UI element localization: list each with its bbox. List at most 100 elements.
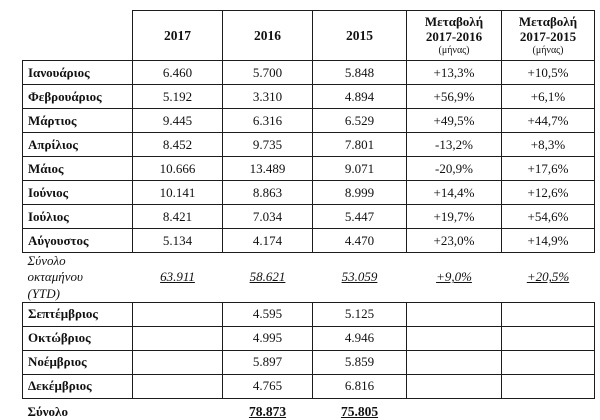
- change-2017-2016: +49,5%: [406, 108, 502, 133]
- total-2017-empty: [132, 398, 223, 420]
- change-2017-2015: +14,9%: [501, 228, 595, 253]
- change-2017-2016: -13,2%: [406, 132, 502, 157]
- table-row-may: Μάιος 10.666 13.489 9.071 -20,9% +17,6%: [22, 156, 595, 181]
- total-label: Σύνολο: [22, 398, 133, 420]
- value-2015: 9.071: [312, 156, 407, 181]
- value-2017: 6.460: [132, 60, 223, 85]
- table-row-february: Φεβρουάριος 5.192 3.310 4.894 +56,9% +6,…: [22, 84, 595, 109]
- month-label: Ιούλιος: [22, 204, 133, 229]
- value-2015: 4.946: [312, 325, 407, 351]
- header-row: 2017 2016 2015 Μεταβολή 2017-2016 (μήνας)…: [22, 10, 595, 61]
- total-2015: 75.805: [312, 398, 407, 420]
- month-label: Δεκέμβριος: [22, 373, 133, 399]
- change-2017-2015-empty: [501, 325, 595, 351]
- value-2016: 4.765: [222, 373, 313, 399]
- change-2017-2015: +54,6%: [501, 204, 595, 229]
- ytd-change-2017-2016: +9,0%: [406, 252, 502, 303]
- month-label: Ιούνιος: [22, 180, 133, 205]
- value-2015: 5.859: [312, 349, 407, 375]
- corner-cell: [22, 10, 133, 61]
- value-2016: 6.316: [222, 108, 313, 133]
- grand-total-row: Σύνολο 78.873 75.805: [22, 398, 595, 420]
- change-2017-2016-empty: [406, 373, 502, 399]
- month-label: Σεπτέμβριος: [22, 301, 133, 327]
- month-label: Απρίλιος: [22, 132, 133, 157]
- table-row-june: Ιούνιος 10.141 8.863 8.999 +14,4% +12,6%: [22, 180, 595, 205]
- value-2015: 5.447: [312, 204, 407, 229]
- table-row-august: Αύγουστος 5.134 4.174 4.470 +23,0% +14,9…: [22, 228, 595, 253]
- value-2016: 4.995: [222, 325, 313, 351]
- monthly-values-table: 2017 2016 2015 Μεταβολή 2017-2016 (μήνας)…: [22, 10, 595, 420]
- value-2016: 3.310: [222, 84, 313, 109]
- value-2017-empty: [132, 301, 223, 327]
- month-label: Ιανουάριος: [22, 60, 133, 85]
- change-2017-2016: -20,9%: [406, 156, 502, 181]
- total-2016: 78.873: [222, 398, 313, 420]
- value-2017: 8.452: [132, 132, 223, 157]
- table-row-november: Νοέμβριος 5.897 5.859: [22, 349, 595, 375]
- change-2017-2015: +10,5%: [501, 60, 595, 85]
- change-2017-2016: +23,0%: [406, 228, 502, 253]
- value-2017: 5.134: [132, 228, 223, 253]
- table-row-september: Σεπτέμβριος 4.595 5.125: [22, 301, 595, 327]
- value-2016: 8.863: [222, 180, 313, 205]
- value-2017-empty: [132, 325, 223, 351]
- change-2017-2016-empty: [406, 349, 502, 375]
- month-label: Αύγουστος: [22, 228, 133, 253]
- value-2015: 6.529: [312, 108, 407, 133]
- value-2016: 5.700: [222, 60, 313, 85]
- value-2016: 4.595: [222, 301, 313, 327]
- month-label: Μάιος: [22, 156, 133, 181]
- change-header-title: Μεταβολή 2017-2015: [518, 13, 578, 44]
- value-2015: 6.816: [312, 373, 407, 399]
- month-label: Φεβρουάριος: [22, 84, 133, 109]
- value-2015: 4.470: [312, 228, 407, 253]
- change-2017-2015: +8,3%: [501, 132, 595, 157]
- value-2017-empty: [132, 373, 223, 399]
- ytd-summary-row: Σύνολο οκταμήνου (YTD) 63.911 58.621 53.…: [22, 252, 595, 303]
- value-2015: 8.999: [312, 180, 407, 205]
- value-2015: 4.894: [312, 84, 407, 109]
- col-header-2016: 2016: [222, 10, 313, 61]
- change-2017-2016-empty: [406, 325, 502, 351]
- ytd-value-2016: 58.621: [222, 252, 313, 303]
- change-2017-2015: +6,1%: [501, 84, 595, 109]
- change-2017-2015-empty: [501, 373, 595, 399]
- change-2017-2015: +44,7%: [501, 108, 595, 133]
- value-2016: 7.034: [222, 204, 313, 229]
- change-2017-2015: +12,6%: [501, 180, 595, 205]
- change-2017-2015-empty: [501, 301, 595, 327]
- change-header-unit: (μήνας): [438, 45, 470, 57]
- value-2016: 9.735: [222, 132, 313, 157]
- value-2015: 5.125: [312, 301, 407, 327]
- value-2017-empty: [132, 349, 223, 375]
- month-label: Οκτώβριος: [22, 325, 133, 351]
- change-2017-2016-empty: [406, 301, 502, 327]
- value-2017: 5.192: [132, 84, 223, 109]
- table-row-march: Μάρτιος 9.445 6.316 6.529 +49,5% +44,7%: [22, 108, 595, 133]
- table-row-april: Απρίλιος 8.452 9.735 7.801 -13,2% +8,3%: [22, 132, 595, 157]
- ytd-value-2015: 53.059: [312, 252, 407, 303]
- change-2017-2015: +17,6%: [501, 156, 595, 181]
- value-2016: 13.489: [222, 156, 313, 181]
- col-header-change-2017-2016: Μεταβολή 2017-2016 (μήνας): [406, 10, 502, 61]
- table-row-december: Δεκέμβριος 4.765 6.816: [22, 373, 595, 399]
- value-2016: 4.174: [222, 228, 313, 253]
- col-header-change-2017-2015: Μεταβολή 2017-2015 (μήνας): [501, 10, 595, 61]
- change-header-unit: (μήνας): [532, 45, 564, 57]
- value-2015: 7.801: [312, 132, 407, 157]
- col-header-2015: 2015: [312, 10, 407, 61]
- table-row-october: Οκτώβριος 4.995 4.946: [22, 325, 595, 351]
- month-label: Μάρτιος: [22, 108, 133, 133]
- total-change-1-empty: [406, 398, 502, 420]
- value-2017: 8.421: [132, 204, 223, 229]
- month-label: Νοέμβριος: [22, 349, 133, 375]
- value-2017: 9.445: [132, 108, 223, 133]
- change-header-title: Μεταβολή 2017-2016: [424, 13, 484, 44]
- value-2017: 10.141: [132, 180, 223, 205]
- table-row-january: Ιανουάριος 6.460 5.700 5.848 +13,3% +10,…: [22, 60, 595, 85]
- change-2017-2016: +14,4%: [406, 180, 502, 205]
- total-change-2-empty: [501, 398, 595, 420]
- ytd-change-2017-2015: +20,5%: [501, 252, 595, 303]
- table-row-july: Ιούλιος 8.421 7.034 5.447 +19,7% +54,6%: [22, 204, 595, 229]
